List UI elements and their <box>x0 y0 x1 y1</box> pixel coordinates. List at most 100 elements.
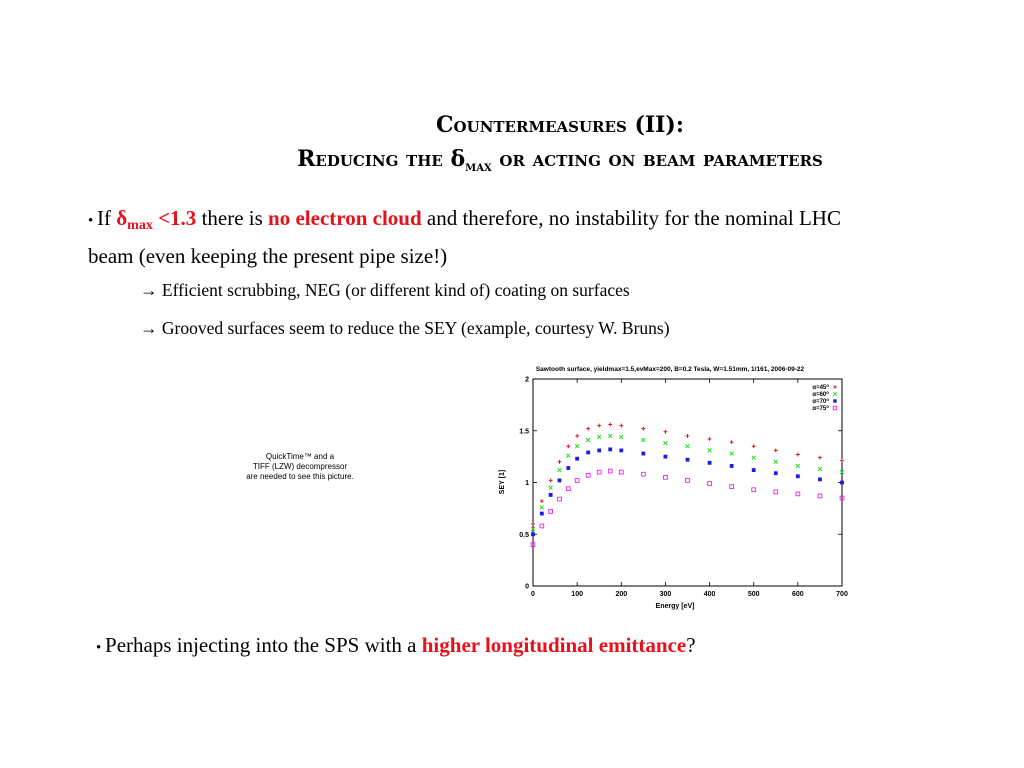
data-point <box>586 450 591 455</box>
data-point <box>548 509 554 514</box>
bullet-text-2: ? <box>686 633 696 657</box>
data-point <box>840 458 844 463</box>
data-point <box>548 478 553 483</box>
data-point <box>566 453 571 458</box>
quicktime-placeholder: QuickTime™ and a TIFF (LZW) decompressor… <box>230 452 370 482</box>
data-point <box>557 478 562 483</box>
data-point <box>751 487 757 493</box>
x-tick-label: 200 <box>615 591 627 598</box>
data-point <box>607 468 613 474</box>
data-point <box>795 452 800 457</box>
data-point <box>833 399 837 403</box>
delta-subscript: max <box>465 159 492 175</box>
data-point <box>574 444 580 449</box>
legend-label: α=60o <box>812 390 829 398</box>
data-point <box>773 489 779 495</box>
x-tick-label: 600 <box>792 591 804 598</box>
data-point <box>531 532 535 537</box>
legend-label: α=75o <box>812 404 829 412</box>
delta-symbol: δ <box>450 146 466 172</box>
bullet-text-1: there is <box>196 206 269 230</box>
data-point <box>751 444 756 449</box>
bullet-text-2: and therefore, no instability for the no… <box>88 206 841 268</box>
data-point <box>729 464 734 468</box>
data-point <box>597 448 602 453</box>
x-tick-label: 300 <box>660 591 672 598</box>
y-tick-label: 2 <box>525 377 529 384</box>
bullet-emittance: • Perhaps injecting into the SPS with a … <box>96 630 896 663</box>
data-point <box>707 448 712 453</box>
x-tick-label: 700 <box>836 591 848 598</box>
data-point <box>707 460 712 465</box>
data-point <box>575 434 580 438</box>
bullet-if: If <box>97 206 117 230</box>
data-point <box>795 491 801 497</box>
series-square-open <box>530 468 845 547</box>
data-point <box>566 444 571 449</box>
data-point <box>596 434 602 440</box>
data-point <box>539 505 545 510</box>
y-axis: 0 0.5 1 1.5 2 <box>519 377 842 591</box>
data-point <box>729 440 734 445</box>
data-point <box>773 459 779 465</box>
y-axis-label: SEY [1] <box>499 470 506 494</box>
y-tick-label: 0.5 <box>519 532 529 539</box>
right-arrow-icon: → <box>140 318 158 338</box>
y-tick-label: 1.5 <box>519 428 529 435</box>
data-point <box>663 429 668 434</box>
quicktime-line: TIFF (LZW) decompressor <box>252 462 348 471</box>
data-point <box>729 484 734 489</box>
data-point <box>751 455 756 460</box>
data-point <box>585 437 591 443</box>
bullet-electron-cloud: • If δmax <1.3 there is no electron clou… <box>88 203 888 271</box>
arrow-item-text: Efficient scrubbing, NEG (or different k… <box>157 280 630 300</box>
y-tick-label: 0 <box>525 584 529 591</box>
bullet-dot: • <box>96 640 106 656</box>
x-tick-label: 500 <box>748 591 760 598</box>
title-prefix: Reducing the <box>297 146 451 172</box>
data-point <box>707 437 712 441</box>
data-point <box>839 495 845 501</box>
x-tick-label: 400 <box>704 591 716 598</box>
data-point <box>557 467 562 473</box>
data-point <box>663 474 668 480</box>
data-point <box>530 526 536 532</box>
data-point <box>818 455 822 460</box>
series-plus <box>531 422 844 526</box>
data-point <box>608 447 613 452</box>
data-point <box>840 480 844 485</box>
title-suffix: or acting on beam parameters <box>491 146 823 172</box>
data-point <box>597 423 602 428</box>
y-tick-label: 1 <box>525 480 529 487</box>
data-point <box>685 478 690 483</box>
data-point <box>795 474 800 479</box>
data-point <box>773 448 778 453</box>
data-point <box>751 468 756 472</box>
data-point <box>817 466 823 472</box>
right-arrow-icon: → <box>140 280 158 300</box>
data-point <box>729 451 734 456</box>
data-point <box>596 469 602 475</box>
data-point <box>839 469 845 475</box>
data-point <box>833 385 837 389</box>
delta-max-condition: <1.3 <box>152 206 197 230</box>
data-point <box>531 522 535 526</box>
arrow-item-grooved: → Grooved surfaces seem to reduce the SE… <box>140 317 670 339</box>
slide-title-line1: Countermeasures (II): <box>436 112 684 138</box>
data-point <box>557 496 562 502</box>
bullet-dot: • <box>88 213 98 229</box>
data-point <box>707 481 712 486</box>
data-point <box>685 457 690 462</box>
data-point <box>548 485 553 490</box>
data-point <box>566 466 571 470</box>
data-point <box>575 456 580 461</box>
arrow-item-text: Grooved surfaces seem to reduce the SEY … <box>157 318 670 338</box>
higher-emittance-highlight: higher longitudinal emittance <box>421 633 687 657</box>
data-point <box>619 448 624 453</box>
data-point <box>817 493 823 499</box>
x-axis: 0 100 200 300 400 500 600 700 <box>531 379 848 598</box>
data-point <box>618 469 624 475</box>
quicktime-line: QuickTime™ and a <box>265 452 335 461</box>
data-point <box>607 433 613 439</box>
